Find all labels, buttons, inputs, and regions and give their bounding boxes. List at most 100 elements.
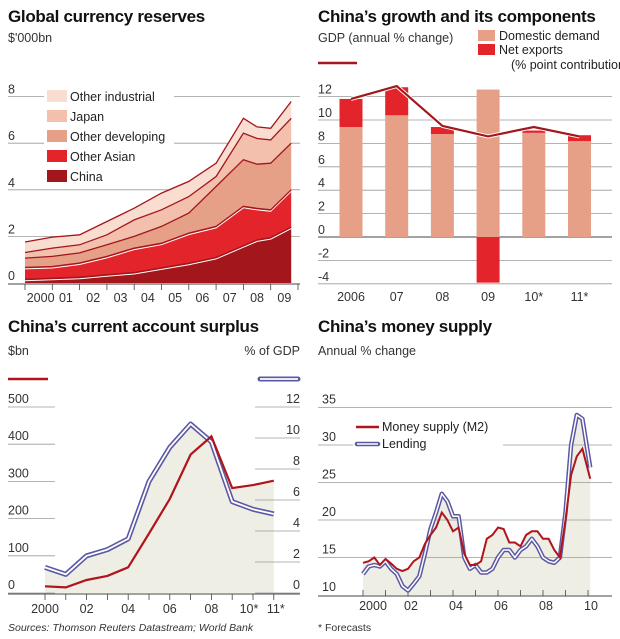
area-highlight: [24, 190, 292, 270]
area-highlight: [24, 228, 292, 282]
gdp-line: [350, 84, 580, 138]
legend-label: Japan: [70, 110, 104, 124]
y-tick-label: 2: [8, 222, 15, 236]
chart-title: China’s money supply: [318, 317, 493, 336]
legend-swatch: [47, 110, 67, 122]
legend-label: Money supply (M2): [382, 420, 488, 434]
legend-note: (% point contribution): [511, 58, 620, 72]
bar-domestic-demand: [522, 132, 546, 237]
legend-label: China: [70, 170, 103, 184]
bar-net-exports: [476, 237, 500, 283]
legend-swatch: [478, 30, 495, 41]
left-y-tick-label: 500: [8, 392, 29, 406]
area-boundary-line: [24, 226, 292, 280]
y-tick-label: 15: [322, 543, 336, 557]
x-tick-label: 11*: [571, 290, 589, 304]
right-y-tick-label: 10: [286, 423, 300, 437]
y-axis-label: Annual % change: [318, 344, 416, 358]
legend-label: Domestic demand: [499, 29, 600, 43]
x-tick-label: 06: [163, 602, 177, 616]
bar-domestic-demand: [568, 141, 591, 237]
x-tick-label: 08: [435, 290, 449, 304]
bar-net-exports: [568, 135, 591, 142]
left-axis-label: $bn: [8, 344, 29, 358]
chart-title: China’s growth and its components: [318, 7, 596, 26]
money-supply-line: [362, 446, 592, 573]
y-tick-label: 6: [8, 129, 15, 143]
chart-title: China’s current account surplus: [8, 317, 259, 336]
x-tick-label: 2000: [359, 599, 387, 613]
legend-swatch: [47, 90, 67, 102]
y-tick-label: 25: [322, 468, 336, 482]
bar-domestic-demand: [339, 127, 363, 237]
area-other-asian: [25, 189, 292, 280]
right-axis-label: % of GDP: [244, 344, 300, 358]
subtitle: GDP (annual % change): [318, 31, 453, 45]
x-tick-label: 11*: [267, 602, 285, 616]
x-tick-label: 06: [494, 599, 508, 613]
x-tick-label: 08: [539, 599, 553, 613]
area-china: [25, 227, 292, 283]
x-tick-label: 09: [481, 290, 495, 304]
left-y-tick-label: 300: [8, 466, 29, 480]
left-y-tick-label: 100: [8, 541, 29, 555]
y-tick-label: 8: [8, 83, 15, 97]
area-fill: [45, 424, 274, 593]
right-y-tick-label: 0: [293, 578, 300, 592]
bar-domestic-demand: [476, 89, 500, 237]
y-tick-label: 0: [8, 269, 15, 283]
x-tick-label: 04: [141, 291, 155, 305]
y-tick-label: 4: [8, 176, 15, 190]
current-account-surplus-chart: China’s current account surplus $bn % of…: [8, 317, 301, 634]
legend-swatch: [478, 44, 495, 55]
bar-net-exports: [522, 130, 546, 133]
area-fill: [363, 415, 591, 595]
y-tick-label: 35: [322, 393, 336, 407]
area-boundary-line: [24, 189, 292, 269]
pct-gdp-line-inner: [44, 423, 274, 576]
chart-title: Global currency reserves: [8, 7, 205, 26]
left-y-tick-label: 400: [8, 429, 29, 443]
legend-label: Other industrial: [70, 90, 155, 104]
forecasts-note: * Forecasts: [318, 622, 371, 634]
x-tick-label: 01: [59, 291, 73, 305]
y-tick-label: -4: [318, 270, 329, 284]
x-tick-label: 04: [449, 599, 463, 613]
x-tick-label: 08: [250, 291, 264, 305]
x-tick-label: 02: [86, 291, 100, 305]
left-y-tick-label: 200: [8, 504, 29, 518]
area-boundary-line: [24, 101, 292, 243]
legend-label: Other developing: [70, 130, 165, 144]
legend-swatch: [47, 130, 67, 142]
x-tick-label: 10*: [524, 290, 543, 304]
legend-swatch: [47, 170, 67, 182]
x-tick-label: 02: [404, 599, 418, 613]
bar-domestic-demand: [430, 134, 454, 237]
bar-domestic-demand: [385, 115, 409, 237]
sources-note: Sources: Thomson Reuters Datastream; Wor…: [8, 622, 254, 634]
global-currency-reserves-chart: Global currency reserves $'000bn 02 4 6 8 2 0…: [8, 7, 300, 305]
money-supply-chart: China’s money supply Annual % change * F…: [318, 317, 612, 634]
x-tick-label: 10*: [240, 602, 259, 616]
right-y-tick-label: 8: [293, 454, 300, 468]
legend-label: Lending: [382, 437, 427, 451]
right-y-tick-label: 6: [293, 485, 300, 499]
x-tick-label: 07: [390, 290, 404, 304]
x-tick-label: 2006: [337, 290, 365, 304]
y-tick-label: 2: [318, 200, 325, 214]
y-tick-label: 8: [318, 129, 325, 143]
y-axis-label: $'000bn: [8, 31, 52, 45]
x-tick-label: 06: [195, 291, 209, 305]
y-tick-label: -2: [318, 246, 329, 260]
bn-line: [44, 434, 275, 589]
y-tick-label: 6: [318, 153, 325, 167]
left-y-tick-label: 0: [8, 578, 15, 592]
china-growth-chart: China’s growth and its components GDP (a…: [318, 7, 620, 304]
area-boundary-line: [24, 117, 292, 254]
x-tick-label: 07: [223, 291, 237, 305]
y-tick-label: 10: [318, 106, 332, 120]
right-y-tick-label: 2: [293, 547, 300, 561]
x-tick-label: 03: [114, 291, 128, 305]
y-tick-label: 4: [318, 176, 325, 190]
